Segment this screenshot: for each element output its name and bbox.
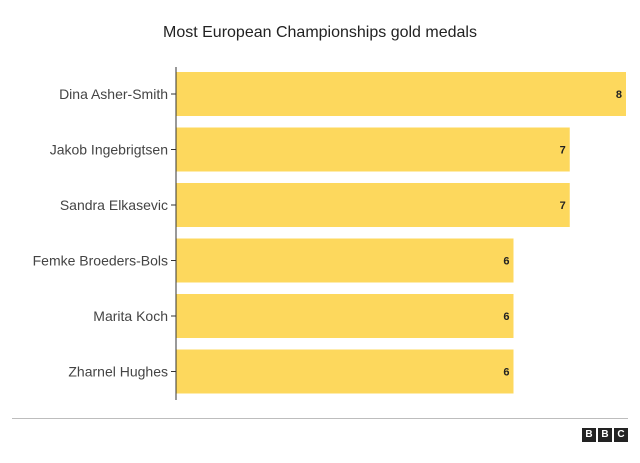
bar <box>176 127 570 172</box>
bbc-logo-block: B <box>598 428 612 442</box>
bbc-logo-block: C <box>614 428 628 442</box>
bbc-logo-block: B <box>582 428 596 442</box>
bar <box>176 238 514 283</box>
bar-value-label: 6 <box>503 256 509 268</box>
category-label: Femke Broeders-Bols <box>33 253 168 269</box>
chart-title: Most European Championships gold medals <box>163 24 477 41</box>
bar-value-label: 6 <box>503 311 509 323</box>
bar-value-label: 7 <box>560 145 566 157</box>
bar <box>176 349 514 394</box>
footer-divider <box>12 418 628 419</box>
category-labels-group: Dina Asher-Smith Jakob Ingebrigtsen Sandra… <box>33 86 176 380</box>
category-label: Dina Asher-Smith <box>59 86 168 102</box>
category-label: Jakob Ingebrigtsen <box>50 142 168 158</box>
bars-group: 8 7 7 6 6 6 <box>176 72 626 394</box>
bar <box>176 72 626 116</box>
bbc-logo: B B C <box>582 428 628 442</box>
bar <box>176 294 514 338</box>
category-label: Zharnel Hughes <box>68 364 168 380</box>
category-label: Marita Koch <box>93 308 168 324</box>
bar <box>176 183 570 227</box>
bar-value-label: 7 <box>560 200 566 212</box>
bar-value-label: 6 <box>503 367 509 379</box>
bar-value-label: 8 <box>616 89 622 101</box>
category-label: Sandra Elkasevic <box>60 197 168 213</box>
